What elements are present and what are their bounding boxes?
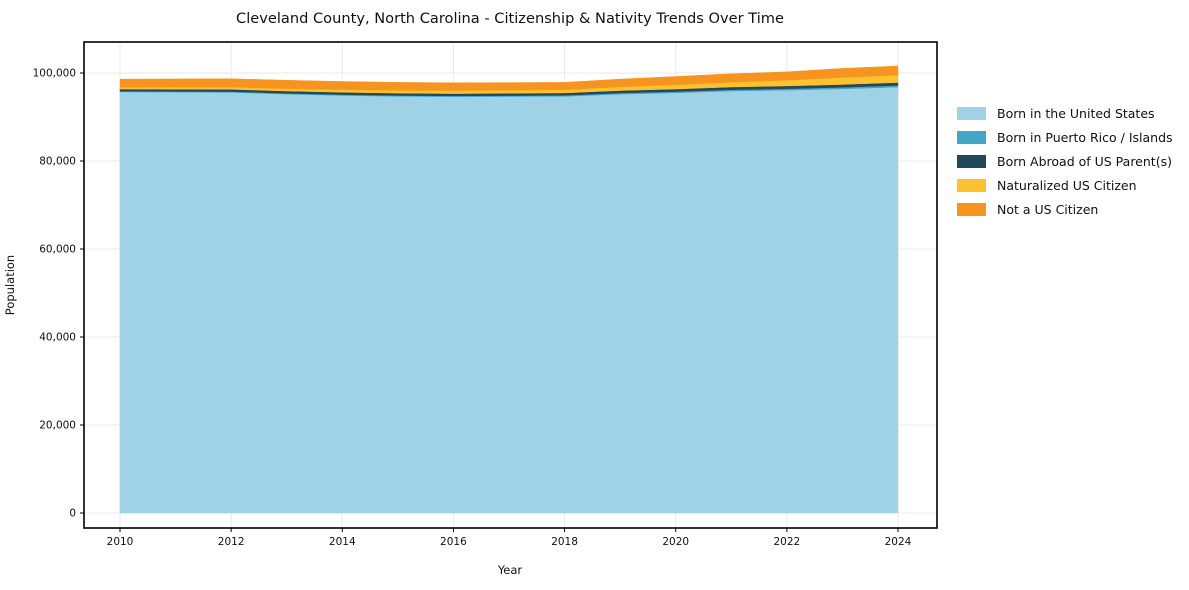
- area-born-in-the-united-states: [119, 86, 899, 514]
- legend-swatch: [957, 130, 986, 144]
- legend-item-born-abroad-of-us-parent-s: Born Abroad of US Parent(s): [957, 149, 1173, 173]
- x-axis-label: Year: [497, 563, 523, 577]
- legend-swatch: [957, 178, 986, 192]
- y-tick-label: 80,000: [39, 156, 76, 168]
- legend-item-born-in-the-united-states: Born in the United States: [957, 101, 1173, 125]
- legend-item-not-a-us-citizen: Not a US Citizen: [957, 197, 1173, 221]
- legend-swatch: [957, 154, 986, 168]
- x-tick-label: 2014: [329, 536, 356, 548]
- x-tick-label: 2022: [773, 536, 800, 548]
- x-tick-label: 2018: [551, 536, 578, 548]
- area-layer: [119, 65, 899, 514]
- legend-swatch: [957, 106, 986, 120]
- axis-layer: 2010 2012 2014 2016 2018 2020 2022 2024 0 20,000 4…: [33, 41, 938, 548]
- x-tick-label: 2010: [107, 536, 134, 548]
- y-axis-label: Population: [3, 255, 17, 315]
- plot-border: [83, 41, 938, 529]
- y-tick-label: 60,000: [39, 244, 76, 256]
- y-tick-label: 40,000: [39, 332, 76, 344]
- x-tick-label: 2016: [440, 536, 467, 548]
- y-tick-label: 100,000: [33, 68, 76, 80]
- y-tick-label: 0: [69, 508, 76, 520]
- x-tick-label: 2020: [662, 536, 689, 548]
- y-tick-label: 20,000: [39, 420, 76, 432]
- legend: Born in the United States Born in Puerto …: [957, 101, 1173, 221]
- legend-item-naturalized-us-citizen: Naturalized US Citizen: [957, 173, 1173, 197]
- legend-label: Born in the United States: [997, 105, 1155, 121]
- legend-swatch: [957, 202, 986, 216]
- x-tick-label: 2012: [218, 536, 245, 548]
- legend-label: Naturalized US Citizen: [997, 177, 1137, 193]
- area-not-a-us-citizen: [119, 65, 899, 91]
- legend-item-born-in-puerto-rico-islands: Born in Puerto Rico / Islands: [957, 125, 1173, 149]
- chart-title: Cleveland County, North Carolina - Citiz…: [236, 10, 784, 27]
- legend-label: Born Abroad of US Parent(s): [997, 153, 1172, 169]
- legend-label: Born in Puerto Rico / Islands: [997, 129, 1173, 145]
- x-tick-label: 2024: [885, 536, 912, 548]
- legend-label: Not a US Citizen: [997, 201, 1099, 217]
